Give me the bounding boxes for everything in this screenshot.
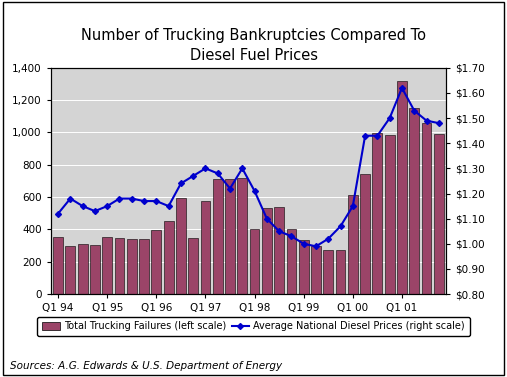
Bar (237, 178, 247, 294)
Bar (139, 239, 149, 294)
Bar (102, 237, 112, 294)
Text: Sources: A.G. Edwards & U.S. Department of Energy: Sources: A.G. Edwards & U.S. Department … (10, 361, 282, 371)
Bar (434, 134, 444, 294)
Bar (274, 207, 284, 294)
Bar (299, 240, 309, 294)
Bar (115, 238, 124, 294)
Bar (348, 195, 358, 294)
Legend: Total Trucking Failures (left scale), Average National Diesel Prices (right scal: Total Trucking Failures (left scale), Av… (38, 317, 469, 336)
Bar (188, 238, 198, 294)
Bar (127, 239, 137, 294)
Bar (176, 198, 186, 294)
Text: Number of Trucking Bankruptcies Compared To
Diesel Fuel Prices: Number of Trucking Bankruptcies Compared… (81, 28, 426, 63)
Bar (53, 237, 63, 294)
Bar (164, 221, 173, 294)
Bar (422, 123, 431, 294)
Bar (409, 108, 419, 294)
Bar (336, 250, 345, 294)
Bar (360, 174, 370, 294)
Bar (152, 230, 161, 294)
Bar (201, 201, 210, 294)
Bar (225, 179, 235, 294)
Bar (249, 228, 260, 294)
Bar (78, 244, 88, 294)
Bar (323, 250, 333, 294)
Bar (397, 81, 407, 294)
Bar (262, 208, 272, 294)
Bar (286, 230, 296, 294)
Bar (385, 135, 394, 294)
Bar (90, 245, 100, 294)
Bar (311, 245, 321, 294)
Bar (373, 133, 382, 294)
Bar (213, 179, 223, 294)
Bar (65, 245, 75, 294)
